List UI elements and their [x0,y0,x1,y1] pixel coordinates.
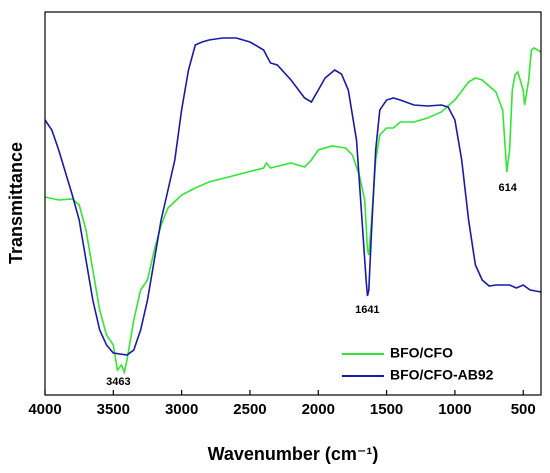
series-line [44,37,542,356]
legend-label: BFO/CFO [390,345,453,361]
x-tick-label: 1500 [370,401,403,418]
legend-label: BFO/CFO-AB92 [390,367,494,383]
x-tick-label: 500 [511,401,536,418]
annotation: 3463 [106,376,130,388]
x-tick-label: 4000 [28,401,61,418]
plot-frame [44,11,542,396]
x-tick-label: 2500 [233,401,266,418]
annotation: 614 [498,182,517,194]
annotation: 1641 [355,304,379,316]
x-axis-label: Wavenumber (cm⁻¹) [208,444,379,464]
series-line [44,47,542,375]
x-tick-label: 2000 [302,401,335,418]
x-tick-label: 1000 [438,401,471,418]
y-axis-label: Transmittance [6,142,26,264]
x-tick-label: 3500 [97,401,130,418]
x-tick-label: 3000 [165,401,198,418]
